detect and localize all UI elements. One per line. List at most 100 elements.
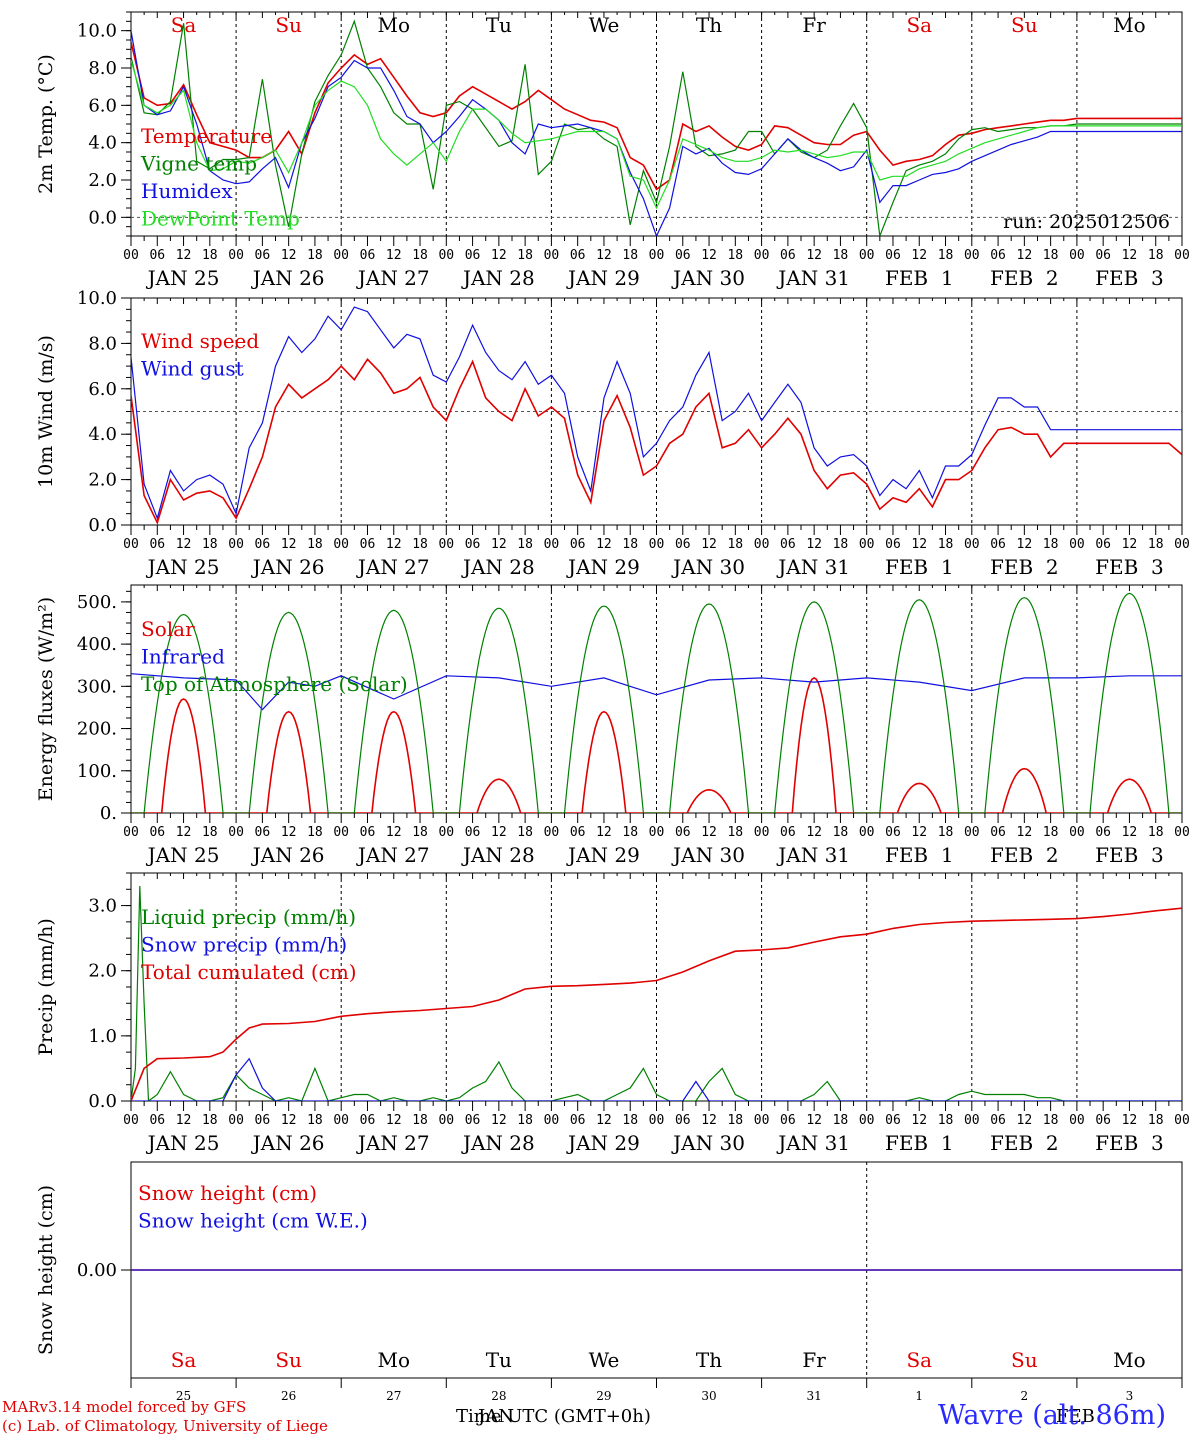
y-tick-label: 2.0 [88, 470, 117, 491]
x-hour-label: 12 [1122, 1113, 1138, 1128]
x-hour-label: 12 [281, 537, 297, 552]
x-hour-label: 00 [438, 537, 454, 552]
x-hour-label: 00 [544, 248, 560, 263]
x-hour-label: 18 [1043, 825, 1059, 840]
x-hour-label: 12 [596, 1113, 612, 1128]
x-hour-label: 18 [833, 825, 849, 840]
x-hour-label: 18 [1148, 537, 1164, 552]
x-day-number: 2 [1021, 1389, 1029, 1403]
y-axis-label: Energy fluxes (W/m²) [35, 597, 57, 801]
x-hour-label: 18 [517, 537, 533, 552]
x-hour-label: 00 [333, 1113, 349, 1128]
x-day-label: FEB 2 [990, 843, 1059, 867]
time-axis-label: Time UTC (GMT+0h) [456, 1406, 651, 1427]
x-hour-label: 18 [727, 825, 743, 840]
panel-snow: 0.00 Snow height (cm) 25 26 27 28 29 30 31 1 2 3 Sa S… [35, 1161, 1183, 1403]
y-axis-label: Snow height (cm) [35, 1185, 57, 1355]
x-hour-label: 12 [806, 248, 822, 263]
y-tick-label: 500. [77, 592, 117, 613]
x-hour-label: 12 [1017, 248, 1033, 263]
y-axis-label: Precip (mm/h) [35, 918, 57, 1056]
x-day-label: JAN 31 [776, 555, 850, 579]
x-hour-label: 18 [1148, 248, 1164, 263]
x-hour-label: 18 [727, 248, 743, 263]
x-hour-label: 06 [149, 537, 165, 552]
x-day-label: JAN 30 [671, 1131, 745, 1155]
x-hour-label: 06 [990, 825, 1006, 840]
legend-entry: Humidex [141, 179, 233, 203]
x-day-label: JAN 29 [566, 555, 640, 579]
x-hour-label: 18 [622, 1113, 638, 1128]
x-hour-label: 06 [465, 825, 481, 840]
y-tick-label: 300. [77, 676, 117, 697]
x-day-number: 31 [807, 1389, 822, 1403]
x-hour-label: 12 [701, 537, 717, 552]
x-hour-label: 00 [859, 537, 875, 552]
x-hour-label: 00 [1174, 248, 1190, 263]
series-line-temperature [131, 41, 1182, 191]
x-hour-label: 18 [938, 248, 954, 263]
x-hour-label: 12 [1122, 537, 1138, 552]
x-hour-label: 12 [1122, 248, 1138, 263]
x-hour-label: 06 [1095, 537, 1111, 552]
x-hour-label: 06 [675, 825, 691, 840]
x-hour-label: 06 [570, 1113, 586, 1128]
x-day-label: JAN 30 [671, 555, 745, 579]
x-hour-label: 00 [649, 1113, 665, 1128]
x-day-label: JAN 31 [776, 266, 850, 290]
x-hour-label: 00 [228, 248, 244, 263]
x-hour-label: 06 [255, 825, 271, 840]
x-hour-label: 18 [938, 1113, 954, 1128]
day-abbr-label: Mo [1113, 1348, 1146, 1372]
legend-entry: Total cumulated (cm) [141, 960, 357, 984]
x-hour-label: 06 [570, 825, 586, 840]
x-hour-label: 12 [491, 537, 507, 552]
x-hour-label: 00 [1069, 825, 1085, 840]
legend-entry: Wind gust [141, 357, 244, 381]
x-hour-label: 18 [833, 537, 849, 552]
x-hour-label: 06 [675, 248, 691, 263]
x-hour-label: 18 [1043, 537, 1059, 552]
x-hour-label: 18 [833, 1113, 849, 1128]
x-hour-label: 18 [622, 825, 638, 840]
x-hour-label: 06 [360, 537, 376, 552]
x-day-label: FEB 3 [1095, 843, 1164, 867]
x-hour-label: 00 [438, 825, 454, 840]
x-day-number: 26 [281, 1389, 296, 1403]
x-day-label: JAN 25 [146, 843, 220, 867]
x-hour-label: 12 [701, 248, 717, 263]
y-tick-label: 2.0 [88, 170, 117, 191]
x-hour-label: 12 [386, 537, 402, 552]
series-line-humidex [131, 30, 1182, 236]
x-hour-label: 12 [806, 825, 822, 840]
legend-entry: Infrared [141, 645, 225, 669]
series-line-snow-precip-mm-h- [131, 1057, 1182, 1101]
x-hour-label: 18 [622, 537, 638, 552]
day-abbr-label: Mo [1113, 13, 1146, 37]
x-hour-label: 00 [228, 1113, 244, 1128]
x-hour-label: 12 [281, 1113, 297, 1128]
x-hour-label: 00 [333, 537, 349, 552]
legend-entry: Wind speed [141, 329, 259, 353]
x-day-label: JAN 27 [356, 1131, 430, 1155]
x-day-label: JAN 28 [461, 555, 535, 579]
x-day-label: JAN 25 [146, 266, 220, 290]
series-line-infrared [131, 673, 1182, 711]
x-hour-label: 18 [517, 1113, 533, 1128]
y-tick-label: 0.00 [77, 1260, 117, 1281]
x-hour-label: 18 [202, 1113, 218, 1128]
x-hour-label: 12 [1017, 825, 1033, 840]
model-credit: MARv3.14 model forced by GFS (c) Lab. of… [2, 1398, 328, 1436]
legend-entry: Snow height (cm W.E.) [138, 1209, 368, 1233]
x-day-label: FEB 1 [885, 1131, 954, 1155]
x-hour-label: 12 [911, 248, 927, 263]
panel-wind: 0.0 2.0 4.0 6.0 8.0 10.0 10m Wind (m/s) 00 06 12 1… [35, 288, 1190, 579]
x-hour-label: 18 [202, 825, 218, 840]
x-hour-label: 00 [964, 248, 980, 263]
x-day-label: FEB 2 [990, 266, 1059, 290]
x-day-label: JAN 28 [461, 843, 535, 867]
x-hour-label: 18 [307, 1113, 323, 1128]
model-credit-line2: (c) Lab. of Climatology, University of L… [2, 1417, 328, 1435]
x-hour-label: 06 [149, 248, 165, 263]
x-day-label: JAN 26 [251, 1131, 325, 1155]
